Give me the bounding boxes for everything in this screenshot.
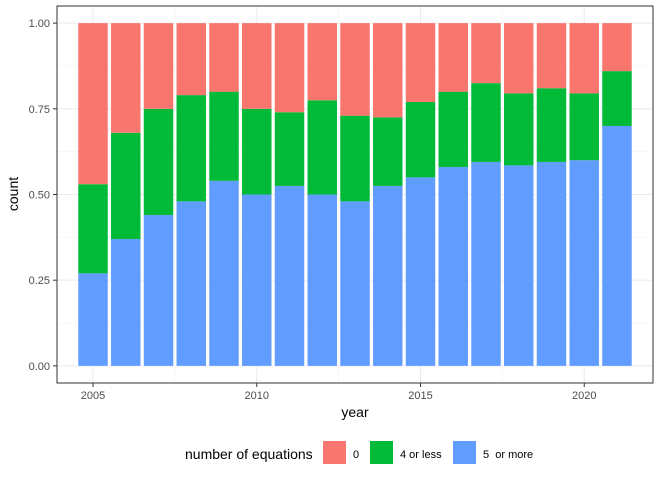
bar-segment <box>143 23 174 109</box>
bar-segment <box>504 23 534 94</box>
bar-segment <box>176 23 206 96</box>
bar-segment <box>274 23 305 113</box>
bar-segment <box>373 185 403 366</box>
bar-segment <box>471 23 501 84</box>
bar-segment <box>340 201 370 366</box>
bar-segment <box>602 125 632 366</box>
legend-label: 5 or more <box>483 449 533 461</box>
bar-segment <box>143 108 174 216</box>
legend-key <box>323 441 346 464</box>
bar-segment <box>405 101 436 178</box>
bar-segment <box>569 93 599 161</box>
bar-segment <box>242 23 272 109</box>
x-tick-label: 2020 <box>572 390 596 402</box>
legend-key <box>453 441 476 464</box>
legend: number of equations 0 4 or less 5 or more <box>185 441 533 464</box>
y-tick-label: 0.00 <box>29 361 50 373</box>
bar-segment <box>274 185 305 366</box>
bar-segment <box>504 93 534 166</box>
x-tick-label: 2015 <box>408 390 432 402</box>
y-axis: 0.00 0.25 0.50 0.75 1.00 <box>29 18 57 373</box>
bar-segment <box>78 184 108 274</box>
x-tick-label: 2005 <box>81 390 105 402</box>
bar-segment <box>143 215 174 366</box>
x-tick-label: 2010 <box>245 390 269 402</box>
bar-segment <box>176 95 206 202</box>
bar-segment <box>471 83 501 162</box>
bar-segment <box>438 91 468 168</box>
bar-segment <box>471 161 501 366</box>
bar-segment <box>405 23 436 102</box>
bar-segment <box>602 71 632 126</box>
y-axis-title: count <box>5 177 21 211</box>
bar-segment <box>78 23 108 185</box>
bar-segment <box>209 91 239 181</box>
legend-key <box>370 441 393 464</box>
bar-segment <box>340 23 370 116</box>
bar-segment <box>438 23 468 92</box>
bar-segment <box>373 23 403 118</box>
bar-segment <box>536 88 567 162</box>
bar-segment <box>307 194 337 366</box>
bar-segment <box>569 23 599 94</box>
legend-label: 4 or less <box>400 449 442 461</box>
bar-segment <box>307 23 337 101</box>
bar-segment <box>340 115 370 202</box>
y-tick-label: 0.75 <box>29 104 50 116</box>
bar-segment <box>176 201 206 366</box>
bar-segment <box>504 165 534 366</box>
bar-segment <box>438 167 468 366</box>
y-tick-label: 1.00 <box>29 18 50 30</box>
x-axis-title: year <box>341 404 369 420</box>
bar-segment <box>307 100 337 195</box>
y-tick-label: 0.25 <box>29 275 50 287</box>
x-axis: 2005 2010 2015 2020 <box>81 383 596 402</box>
bar-segment <box>111 23 141 133</box>
bar-segment <box>602 23 632 72</box>
bar-segment <box>536 161 567 366</box>
bar-segment <box>209 180 239 366</box>
bars <box>78 23 632 366</box>
bar-segment <box>209 23 239 92</box>
y-tick-label: 0.50 <box>29 190 50 202</box>
bar-segment <box>536 23 567 89</box>
bar-segment <box>405 177 436 366</box>
legend-title: number of equations <box>185 446 313 462</box>
bar-segment <box>569 160 599 366</box>
bar-segment <box>78 273 108 366</box>
bar-segment <box>373 117 403 186</box>
bar-segment <box>111 132 141 240</box>
bar-segment <box>242 194 272 366</box>
bar-segment <box>111 239 141 366</box>
bar-segment <box>242 108 272 195</box>
legend-label: 0 <box>353 449 359 461</box>
bar-segment <box>274 112 305 186</box>
